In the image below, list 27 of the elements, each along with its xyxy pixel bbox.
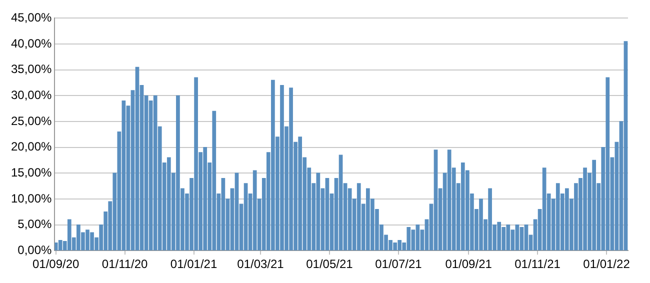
y-tick-label: 15,00% xyxy=(10,165,52,180)
bar xyxy=(135,66,140,250)
bar xyxy=(624,41,628,250)
x-tick-label: 01/09/21 xyxy=(445,257,492,272)
bar xyxy=(338,154,343,250)
bar xyxy=(524,224,528,250)
y-tick-label: 10,00% xyxy=(10,191,52,206)
y-tick-label: 30,00% xyxy=(10,88,52,102)
bar xyxy=(520,227,524,250)
y-tick-label: 5,00% xyxy=(18,217,52,232)
bar xyxy=(325,178,330,250)
x-tick-label: 01/11/20 xyxy=(102,257,148,272)
bar xyxy=(434,150,438,250)
y-tick-label: 25,00% xyxy=(10,114,52,128)
x-tick-label: 01/01/22 xyxy=(583,257,630,272)
x-tick-label: 01/05/21 xyxy=(306,257,354,272)
x-tick-label: 01/11/21 xyxy=(514,257,561,272)
x-tick-label: 01/03/21 xyxy=(237,257,284,272)
y-tick-label: 40,00% xyxy=(10,36,52,50)
y-tick-label: 20,00% xyxy=(10,140,52,154)
x-tick-label: 01/01/21 xyxy=(170,257,218,272)
x-tick-label: 01/07/21 xyxy=(375,257,422,272)
bar xyxy=(234,172,239,250)
y-tick-label: 35,00% xyxy=(10,62,52,76)
x-tick-label: 01/09/20 xyxy=(32,257,80,272)
y-tick-label: 0,00% xyxy=(18,242,52,257)
y-tick-label: 45,00% xyxy=(10,10,52,25)
